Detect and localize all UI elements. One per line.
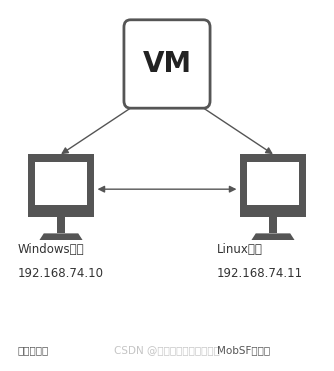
Bar	[240, 209, 306, 217]
Text: 192.168.74.10: 192.168.74.10	[18, 266, 104, 279]
Text: 192.168.74.11: 192.168.74.11	[217, 266, 303, 279]
Text: CSDN @勇敢许牛牛在线木闯关: CSDN @勇敢许牛牛在线木闯关	[114, 345, 220, 355]
Bar	[57, 217, 65, 233]
Polygon shape	[39, 233, 82, 240]
Text: 操作客户机: 操作客户机	[18, 345, 49, 355]
Bar	[28, 154, 94, 217]
Polygon shape	[252, 233, 295, 240]
Bar	[35, 162, 87, 205]
FancyBboxPatch shape	[124, 20, 210, 108]
Text: VM: VM	[142, 50, 192, 78]
Bar	[28, 209, 94, 217]
Text: MobSF服务端: MobSF服务端	[217, 345, 270, 355]
Text: Linux主机: Linux主机	[217, 243, 263, 256]
Bar	[247, 162, 299, 205]
Bar	[269, 217, 277, 233]
Bar	[240, 154, 306, 217]
Text: Windows主机: Windows主机	[18, 243, 85, 256]
